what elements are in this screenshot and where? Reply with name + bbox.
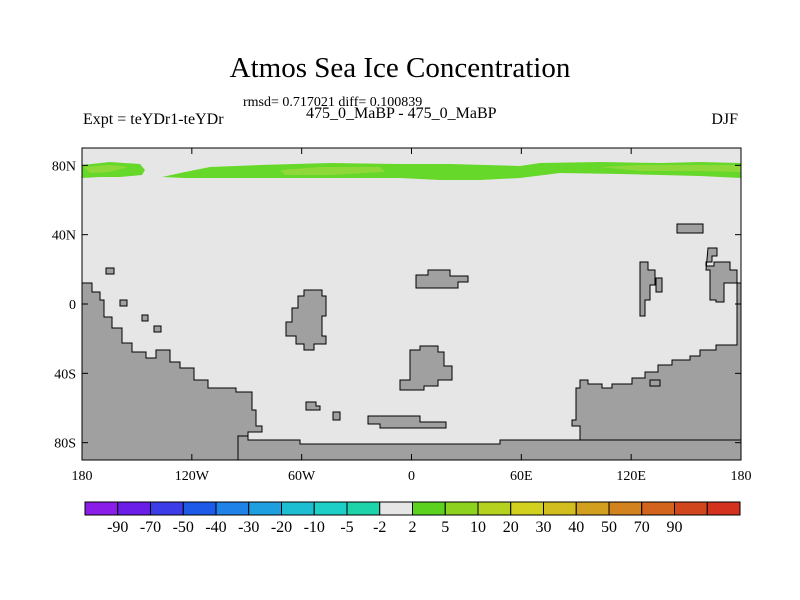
colorbar-label: -30 xyxy=(238,519,259,536)
y-tick-label: 40N xyxy=(52,229,76,244)
stats-label: rmsd= 0.717021 diff= 0.100839 xyxy=(243,95,423,110)
land-central-4 xyxy=(367,415,447,429)
land-small-1 xyxy=(105,267,115,275)
colorbar-label: -70 xyxy=(140,519,161,536)
colorbar-swatch xyxy=(248,501,282,516)
land-central-2 xyxy=(399,345,453,391)
chart-title: Atmos Sea Ice Concentration xyxy=(229,52,571,84)
colorbar-swatch xyxy=(313,501,348,516)
y-tick-label: 80S xyxy=(54,437,76,452)
land-island-1 xyxy=(676,223,704,234)
colorbar-swatch xyxy=(412,501,446,516)
colorbar-label: 50 xyxy=(601,519,617,536)
land-central-3 xyxy=(285,289,327,351)
colorbar-label: 70 xyxy=(634,519,650,536)
experiment-label: Expt = teYDr1-teYDr xyxy=(83,111,224,128)
land-island-2 xyxy=(705,247,738,303)
colorbar-swatch xyxy=(117,501,151,516)
colorbar-swatch xyxy=(674,501,708,516)
colorbar-label: -50 xyxy=(173,519,194,536)
land-central-6 xyxy=(332,411,341,421)
colorbar-swatch xyxy=(215,501,250,516)
colorbar-swatch xyxy=(150,501,184,516)
colorbar-swatch xyxy=(543,501,577,516)
land-small-3 xyxy=(141,314,149,322)
x-tick-label: 0 xyxy=(408,469,415,484)
land-island-3 xyxy=(639,261,656,317)
colorbar-swatch xyxy=(608,501,643,516)
land-central-1 xyxy=(415,269,469,289)
land-western xyxy=(81,282,263,461)
colorbar-swatch xyxy=(477,501,512,516)
ice-diff-band-inner xyxy=(84,165,741,175)
y-tick-label: 80N xyxy=(52,159,76,174)
land-eastern-inner xyxy=(649,379,661,387)
land-island-4 xyxy=(655,277,663,293)
colorbar-swatch xyxy=(379,501,413,516)
colorbar-label: 5 xyxy=(441,519,449,536)
x-axis: 180 120W 60W 0 60E 120E 180 xyxy=(72,148,752,484)
colorbar-label: 90 xyxy=(667,519,683,536)
land-eastern xyxy=(571,265,742,441)
land-small-2 xyxy=(119,299,128,307)
x-tick-label: 60W xyxy=(288,469,316,484)
land-masses xyxy=(81,223,742,461)
y-tick-label: 0 xyxy=(69,298,76,313)
colorbar-label: -90 xyxy=(107,519,128,536)
colorbar-label: 2 xyxy=(409,519,417,536)
y-tick-label: 40S xyxy=(54,367,76,382)
chart-subtitle: 475_0_MaBP - 475_0_MaBP xyxy=(306,105,497,122)
x-tick-label: 120W xyxy=(175,469,210,484)
colorbar-swatch xyxy=(510,501,544,516)
colorbar-swatch xyxy=(706,501,741,516)
colorbar-label: -20 xyxy=(271,519,292,536)
map-plot-area: 180 120W 60W 0 60E 120E 180 80N 40N 0 40S 80S xyxy=(52,147,752,484)
colorbar-swatch xyxy=(84,501,119,516)
season-label: DJF xyxy=(711,111,738,128)
colorbar-label: 20 xyxy=(503,519,519,536)
colorbar-label: -5 xyxy=(340,519,353,536)
colorbar-label: 30 xyxy=(536,519,552,536)
colorbar-label: -10 xyxy=(304,519,325,536)
colorbar-swatch xyxy=(641,501,675,516)
y-axis: 80N 40N 0 40S 80S xyxy=(52,159,741,452)
colorbar: -90 -70 -50 -40 -30 -20 -10 -5 -2 2 5 10 20 30 40 50 70 9… xyxy=(84,501,741,536)
colorbar-swatch xyxy=(346,501,381,516)
x-tick-label: 120E xyxy=(616,469,646,484)
colorbar-swatch xyxy=(575,501,610,516)
x-tick-label: 180 xyxy=(731,469,752,484)
colorbar-label: -2 xyxy=(373,519,386,536)
colorbar-label: 10 xyxy=(470,519,486,536)
x-tick-label: 180 xyxy=(72,469,93,484)
colorbar-swatch xyxy=(444,501,479,516)
x-tick-label: 60E xyxy=(510,469,533,484)
colorbar-label: 40 xyxy=(568,519,584,536)
land-central-5 xyxy=(305,401,321,411)
land-small-4 xyxy=(153,325,162,333)
colorbar-swatch xyxy=(182,501,217,516)
ice-diff-band xyxy=(82,162,741,180)
colorbar-swatch xyxy=(281,501,315,516)
colorbar-label: -40 xyxy=(205,519,226,536)
